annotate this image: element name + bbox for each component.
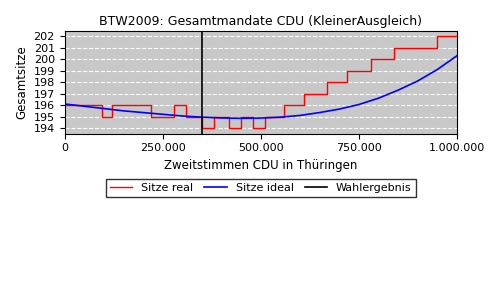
Sitze ideal xyxy=(258,116,264,120)
Sitze real xyxy=(172,115,177,119)
Sitze real xyxy=(262,115,268,119)
Sitze ideal xyxy=(414,79,420,83)
Sitze real xyxy=(108,115,114,119)
Y-axis label: Gesamtsitze: Gesamtsitze xyxy=(15,45,28,119)
Sitze real xyxy=(301,103,307,107)
Sitze real xyxy=(391,57,397,61)
Sitze real xyxy=(250,115,256,119)
Line: Sitze ideal: Sitze ideal xyxy=(64,56,457,118)
Title: BTW2009: Gesamtmandate CDU (KleinerAusgleich): BTW2009: Gesamtmandate CDU (KleinerAusgl… xyxy=(99,15,422,28)
Sitze real xyxy=(454,34,460,38)
Sitze ideal xyxy=(376,96,382,100)
Sitze ideal xyxy=(160,112,166,116)
Sitze ideal xyxy=(356,103,362,106)
Sitze real xyxy=(238,115,244,119)
Sitze ideal xyxy=(336,107,342,111)
Sitze real xyxy=(344,80,350,84)
Sitze real xyxy=(148,103,154,107)
Sitze real xyxy=(250,126,256,130)
Sitze real xyxy=(62,103,68,107)
X-axis label: Zweitstimmen CDU in Thüringen: Zweitstimmen CDU in Thüringen xyxy=(164,159,358,172)
Sitze ideal xyxy=(278,115,283,119)
Legend: Sitze real, Sitze ideal, Wahlergebnis: Sitze real, Sitze ideal, Wahlergebnis xyxy=(106,178,416,197)
Sitze ideal xyxy=(179,114,185,118)
Sitze real xyxy=(410,46,416,50)
Sitze real xyxy=(434,34,440,38)
Sitze real xyxy=(148,115,154,119)
Sitze real xyxy=(391,46,397,50)
Sitze real xyxy=(301,92,307,95)
Sitze real xyxy=(281,115,287,119)
Sitze real xyxy=(183,103,189,107)
Sitze ideal xyxy=(218,116,224,120)
Sitze real xyxy=(210,126,216,130)
Sitze real xyxy=(368,57,374,61)
Sitze real xyxy=(99,115,105,119)
Sitze ideal xyxy=(238,116,244,120)
Sitze real xyxy=(99,103,105,107)
Sitze real xyxy=(226,115,232,119)
Sitze real xyxy=(199,115,205,119)
Sitze real xyxy=(199,126,205,130)
Sitze real xyxy=(344,69,350,73)
Sitze ideal xyxy=(454,54,460,58)
Line: Sitze real: Sitze real xyxy=(64,36,457,128)
Sitze real xyxy=(324,92,330,95)
Sitze ideal xyxy=(120,109,126,112)
Sitze ideal xyxy=(316,111,322,114)
Sitze real xyxy=(210,115,216,119)
Sitze ideal xyxy=(395,88,401,92)
Sitze real xyxy=(281,103,287,107)
Sitze real xyxy=(238,126,244,130)
Sitze ideal xyxy=(62,102,68,106)
Sitze real xyxy=(262,126,268,130)
Sitze ideal xyxy=(434,68,440,71)
Sitze ideal xyxy=(199,115,205,119)
Sitze real xyxy=(183,115,189,119)
Sitze real xyxy=(368,69,374,73)
Sitze real xyxy=(172,103,177,107)
Sitze real xyxy=(410,46,416,50)
Sitze real xyxy=(324,80,330,84)
Sitze ideal xyxy=(297,114,303,117)
Sitze ideal xyxy=(101,107,107,110)
Sitze real xyxy=(434,46,440,50)
Sitze real xyxy=(226,126,232,130)
Sitze ideal xyxy=(81,104,87,108)
Sitze ideal xyxy=(140,111,146,114)
Sitze real xyxy=(108,103,114,107)
